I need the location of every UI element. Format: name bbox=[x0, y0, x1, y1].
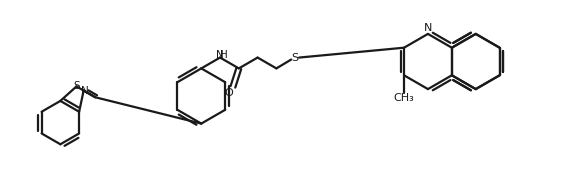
Text: S: S bbox=[291, 53, 299, 63]
Text: O: O bbox=[224, 88, 233, 98]
Text: N: N bbox=[424, 23, 432, 33]
Text: N: N bbox=[216, 50, 224, 60]
Text: S: S bbox=[73, 81, 80, 91]
Text: N: N bbox=[81, 86, 88, 96]
Text: CH₃: CH₃ bbox=[394, 93, 414, 103]
Text: H: H bbox=[220, 50, 228, 60]
